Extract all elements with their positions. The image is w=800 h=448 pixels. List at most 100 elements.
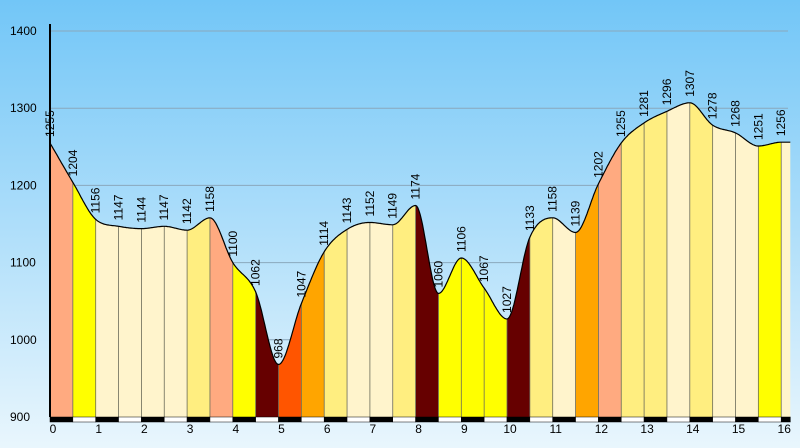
segment-fill-14 [369,222,393,417]
segment-fill-30 [735,132,759,417]
segment-fill-22 [552,217,576,417]
x-tick-label-0: 0 [50,422,57,436]
elevation-label-16: 1174 [409,173,423,199]
x-tick-label-5: 5 [278,422,285,436]
segment-fill-6 [187,217,210,417]
distance-scale-bar [49,416,791,423]
elevation-label-28: 1307 [683,70,697,97]
elevation-label-5: 1147 [157,194,171,220]
elevation-label-15: 1149 [386,193,400,219]
elevation-label-10: 968 [272,338,286,358]
elevation-label-20: 1027 [500,286,514,313]
segment-fill-20 [507,237,530,417]
elevation-label-1: 1204 [66,149,80,176]
segment-fill-12 [324,229,348,417]
segment-fill-25 [621,122,645,418]
scale-bar-block-1 [72,416,96,423]
elevation-label-31: 1251 [751,113,765,140]
x-tick-label-2: 2 [141,422,148,436]
x-tick-label-7: 7 [370,422,377,436]
y-axis-ticks: 900 1000 1100 1200 1300 1400 [10,24,37,424]
elevation-labels: 1255 1204 1156 1147 1144 1147 1142 1158 1100 1062… [43,70,788,359]
x-tick-label-9: 9 [461,422,468,436]
segment-fill-23 [575,183,599,417]
segment-fill-1 [72,182,96,417]
elevation-label-7: 1158 [203,186,217,212]
elevation-label-26: 1281 [637,90,651,117]
elevation-label-18: 1106 [454,226,468,252]
scale-bar-block-13 [346,416,371,423]
y-tick-label-1400: 1400 [10,24,37,38]
segment-fill-15 [392,205,416,417]
x-tick-label-1: 1 [95,422,102,436]
x-tick-label-12: 12 [595,422,609,436]
elevation-label-24: 1202 [591,151,605,178]
x-tick-label-13: 13 [640,422,654,436]
elevation-label-19: 1067 [477,255,491,282]
scale-bar-block-11 [301,416,325,423]
elevation-label-30: 1268 [729,100,743,127]
elevation-profile-line [49,102,791,366]
elevation-label-29: 1278 [706,92,720,119]
x-tick-label-10: 10 [503,422,517,436]
x-axis-ticks: 0 1 2 3 4 5 6 7 8 9 10 11 12 13 14 15 16 [50,422,792,436]
x-tick-label-8: 8 [415,422,422,436]
elevation-label-32: 1256 [774,109,788,136]
elevation-label-17: 1060 [431,260,445,287]
x-tick-label-4: 4 [232,422,239,436]
segment-fill-9 [255,291,279,417]
scale-bar-block-3 [118,416,142,423]
elevation-label-3: 1147 [112,194,126,220]
segment-separators [72,102,782,417]
y-tick-label-900: 900 [10,410,30,424]
segment-fill-8 [232,262,256,417]
elevation-fills [50,102,791,418]
elevation-label-25: 1255 [614,110,628,137]
x-tick-label-16: 16 [778,422,792,436]
scale-bar-block-9 [255,416,279,423]
elevation-label-27: 1296 [660,78,674,105]
x-tick-label-3: 3 [187,422,194,436]
segment-fill-31 [758,142,782,417]
segment-fill-17 [438,258,462,417]
elevation-label-22: 1158 [546,186,560,212]
x-tick-label-15: 15 [732,422,746,436]
x-tick-label-11: 11 [549,422,562,436]
segment-fill-2 [95,219,119,417]
segment-fill-18 [461,258,485,417]
segment-fill-16 [415,205,439,417]
elevation-label-23: 1139 [569,200,583,226]
y-tick-label-1100: 1100 [10,256,36,270]
x-tick-label-14: 14 [686,422,700,436]
elevation-label-13: 1143 [340,197,354,223]
segment-fill-13 [347,222,370,417]
y-tick-label-1300: 1300 [10,101,37,115]
segment-fill-10 [278,303,302,417]
elevation-label-14: 1152 [363,190,377,216]
segment-fill-7 [210,217,233,417]
segment-fill-0 [50,142,73,417]
segment-fill-27 [667,102,690,418]
segment-fill-19 [484,288,507,417]
y-tick-label-1000: 1000 [10,333,37,347]
segment-fill-29 [712,125,736,417]
segment-fill-4 [141,226,165,417]
elevation-label-6: 1142 [180,198,194,224]
segment-fill-24 [598,142,622,417]
elevation-label-21: 1133 [523,205,537,231]
elevation-label-8: 1100 [226,230,240,256]
scale-bar-block-17 [438,416,462,423]
segment-fill-28 [689,102,713,418]
segment-fill-21 [529,217,553,417]
segment-fill-5 [164,226,188,417]
scale-bar-block-15 [392,416,416,423]
elevation-label-12: 1114 [317,221,331,246]
segment-fill-32 [781,142,791,417]
segment-fill-11 [301,251,325,417]
segment-fill-26 [644,111,667,418]
scale-bar-block-5 [164,416,188,423]
scale-bar-block-32 [780,416,791,423]
segment-fill-3 [118,226,142,417]
elevation-label-11: 1047 [294,270,308,297]
